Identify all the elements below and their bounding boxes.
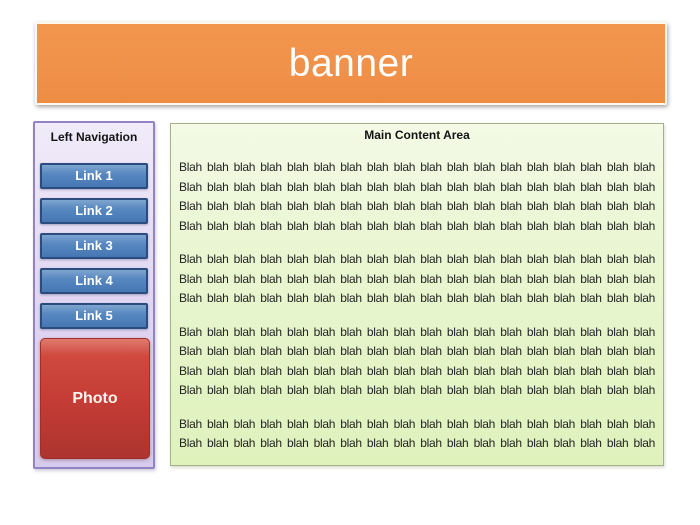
nav-link-4[interactable]: Link 4 (40, 268, 148, 294)
nav-link-3[interactable]: Link 3 (40, 233, 148, 259)
nav-link-2[interactable]: Link 2 (40, 198, 148, 224)
nav-links: Link 1 Link 2 Link 3 Link 4 Link 5 (40, 163, 148, 338)
content-line: Blah blah blah blah blah blah blah blah … (179, 160, 655, 174)
photo-placeholder: Photo (40, 338, 150, 459)
photo-label: Photo (72, 389, 118, 407)
main-content-area: Main Content Area Blah blah blah blah bl… (170, 123, 664, 466)
left-navigation-panel: Left Navigation Link 1 Link 2 Link 3 Lin… (33, 121, 155, 469)
content-line: Blah blah blah blah blah blah blah blah … (179, 344, 655, 358)
content-line: Blah blah blah blah blah blah blah blah … (179, 416, 655, 431)
sidebar-title: Left Navigation (50, 130, 138, 144)
content-line: Blah blah blah blah blah blah blah blah … (179, 179, 655, 194)
content-line: Blah blah blah blah blah blah blah blah … (179, 252, 655, 266)
nav-link-5[interactable]: Link 5 (40, 303, 148, 329)
main-content-title: Main Content Area (364, 128, 470, 142)
nav-link-1[interactable]: Link 1 (40, 163, 148, 189)
content-paragraph: Blah blah blah blah blah blah blah blah … (179, 158, 655, 236)
content-line: Blah blah blah blah blah blah blah blah … (179, 271, 655, 286)
content-paragraph: Blah blah blah blah blah blah blah blah … (179, 323, 655, 401)
content-paragraphs: Blah blah blah blah blah blah blah blah … (171, 142, 663, 454)
content-line: Blah blah blah blah blah blah blah blah … (179, 218, 655, 233)
content-line: Blah blah blah blah blah blah blah blah … (179, 199, 655, 213)
content-paragraph: Blah blah blah blah blah blah blah blah … (179, 250, 655, 309)
content-paragraph: Blah blah blah blah blah blah blah blah … (179, 415, 655, 454)
content-line: Blah blah blah blah blah blah blah blah … (179, 436, 655, 450)
banner-title: banner (288, 41, 414, 85)
banner: banner (35, 22, 667, 105)
content-line: Blah blah blah blah blah blah blah blah … (179, 363, 655, 378)
content-line: Blah blah blah blah blah blah blah blah … (179, 291, 655, 305)
content-line: Blah blah blah blah blah blah blah blah … (179, 324, 655, 339)
content-line: Blah blah blah blah blah blah blah blah … (179, 383, 655, 397)
